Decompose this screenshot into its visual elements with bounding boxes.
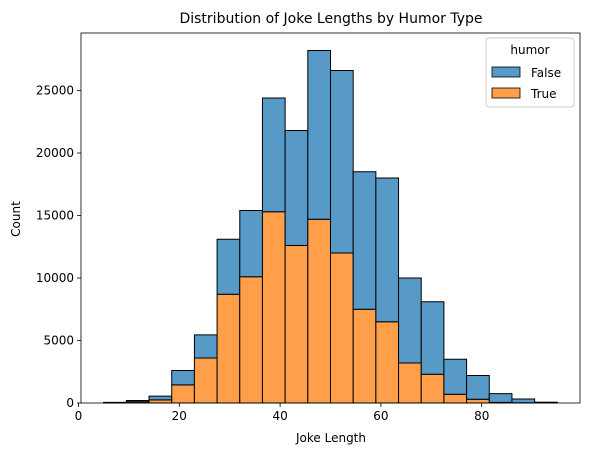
bar-true bbox=[330, 252, 354, 404]
axes-frame bbox=[80, 32, 581, 404]
bar-false bbox=[307, 50, 331, 220]
bar-true bbox=[443, 393, 468, 404]
y-tick-label: 25000 bbox=[36, 84, 74, 98]
bar-true bbox=[307, 218, 331, 404]
y-tick-label: 10000 bbox=[36, 271, 74, 285]
bar-false bbox=[193, 334, 218, 359]
bar-false bbox=[239, 210, 263, 278]
bar-true bbox=[171, 384, 195, 404]
bar-false bbox=[420, 301, 445, 375]
legend-label-false: False bbox=[531, 66, 561, 80]
bar-true bbox=[216, 293, 241, 404]
bar-false bbox=[284, 130, 309, 246]
bar-false bbox=[352, 171, 377, 310]
bar-false bbox=[125, 400, 150, 403]
bar-true bbox=[352, 308, 377, 404]
legend: humor False True bbox=[485, 37, 575, 108]
bar-true bbox=[375, 321, 400, 404]
bar-true bbox=[466, 398, 490, 404]
bar-false bbox=[171, 370, 195, 386]
plot-area: 0 20 40 60 80 0 5000 10000 15000 20000 25000 bbox=[36, 32, 581, 423]
legend-swatch-true bbox=[491, 87, 521, 99]
bar-false bbox=[398, 277, 422, 364]
bar-false bbox=[261, 97, 286, 213]
legend-label-true: True bbox=[530, 87, 557, 101]
bar-true bbox=[193, 357, 218, 404]
bar-true bbox=[398, 362, 422, 404]
bar-false bbox=[443, 358, 468, 395]
bar-false bbox=[511, 398, 536, 404]
y-axis-label: Count bbox=[9, 201, 23, 237]
bar-false bbox=[216, 238, 241, 295]
bar-false bbox=[375, 177, 400, 323]
chart-title: Distribution of Joke Lengths by Humor Ty… bbox=[179, 11, 482, 27]
legend-title: humor bbox=[510, 43, 549, 57]
x-tick-label: 60 bbox=[373, 409, 388, 423]
x-tick-label: 40 bbox=[272, 409, 287, 423]
y-tick-label: 15000 bbox=[36, 209, 74, 223]
x-tick-label: 20 bbox=[172, 409, 187, 423]
x-tick-label: 0 bbox=[75, 409, 83, 423]
bar-true bbox=[261, 211, 286, 404]
bar-true bbox=[420, 373, 445, 404]
x-tick-label: 80 bbox=[474, 409, 489, 423]
bar-false bbox=[330, 70, 354, 254]
legend-swatch-false bbox=[491, 66, 521, 78]
bar-false bbox=[148, 395, 173, 401]
bar-true bbox=[239, 276, 263, 404]
y-tick-label: 5000 bbox=[43, 334, 74, 348]
x-axis-label: Joke Length bbox=[295, 431, 366, 445]
bar-false bbox=[488, 393, 513, 403]
y-tick-label: 0 bbox=[66, 396, 74, 410]
y-tick-label: 20000 bbox=[36, 146, 74, 160]
bar-true bbox=[284, 245, 309, 404]
bar-false bbox=[466, 375, 490, 400]
